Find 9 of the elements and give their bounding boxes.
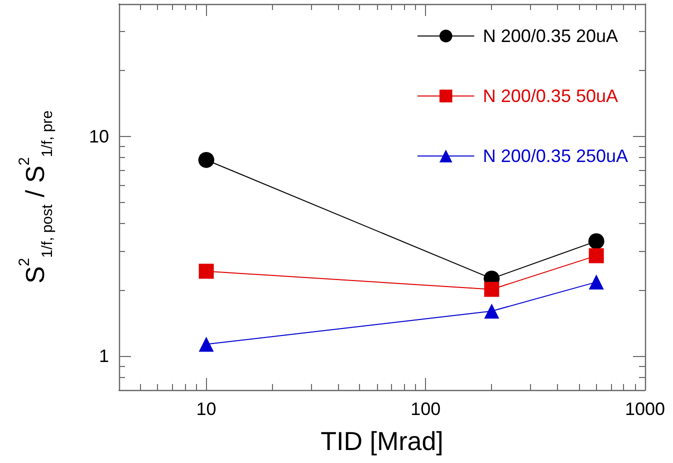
y-tick-label: 1: [98, 346, 109, 366]
legend-label: N 200/0.35 250uA: [482, 146, 628, 166]
y-axis-title: S21/f, post / S21/f, pre: [16, 110, 56, 284]
x-axis-title: TID [Mrad]: [320, 426, 444, 456]
x-tick-label: 1000: [624, 399, 666, 419]
legend-label: N 200/0.35 50uA: [482, 86, 618, 106]
x-tick-label: 10: [196, 399, 216, 419]
legend-label: N 200/0.35 20uA: [482, 26, 618, 46]
x-tick-label: 100: [410, 399, 441, 419]
